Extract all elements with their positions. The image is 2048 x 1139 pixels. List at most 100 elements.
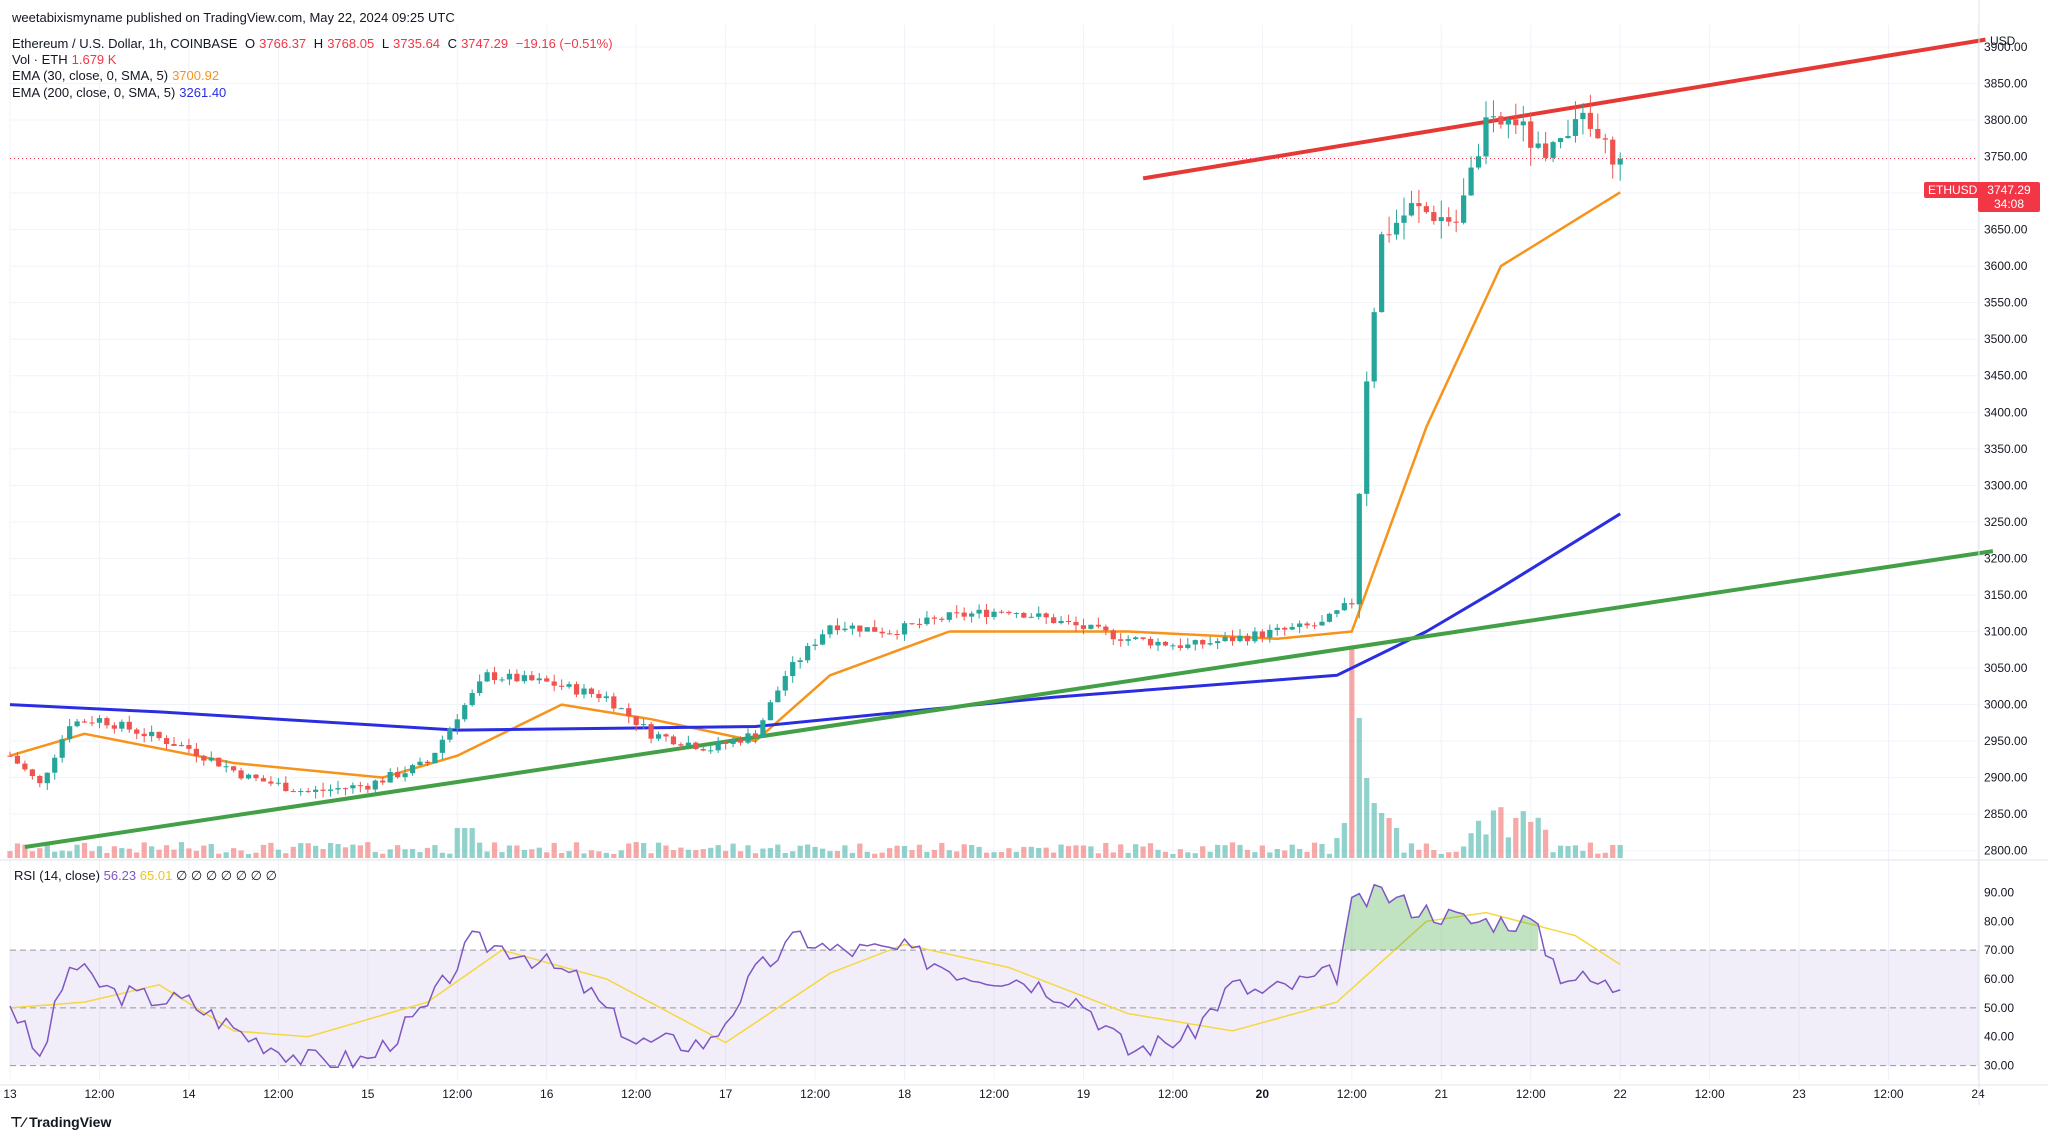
volume-bar (626, 843, 632, 858)
time-tick: 12:00 (1874, 1087, 1904, 1101)
symbol-legend[interactable]: Ethereum / U.S. Dollar, 1h, COINBASE O 37… (12, 36, 617, 51)
volume-bar (723, 850, 729, 858)
candle-body (74, 721, 80, 727)
candle-body (342, 788, 349, 790)
volume-bar (1423, 843, 1429, 858)
candle-body (849, 625, 855, 629)
volume-bar (462, 828, 468, 858)
tradingview-brand[interactable]: ⊤⁄ TradingView (10, 1114, 111, 1131)
candle-body (514, 673, 520, 682)
volume-bar (693, 850, 699, 858)
candle-body (499, 679, 505, 681)
volume-bar (566, 851, 572, 858)
volume-legend[interactable]: Vol · ETH 1.679 K (12, 52, 120, 67)
volume-bar (827, 851, 833, 858)
time-tick: 18 (898, 1087, 912, 1101)
candle-body (395, 772, 401, 778)
volume-bar (745, 845, 751, 858)
candle-body (708, 750, 714, 752)
price-tick: 3400.00 (1984, 405, 2028, 419)
price-tick: 3650.00 (1984, 223, 2028, 237)
price-tick: 3100.00 (1984, 624, 2028, 638)
ema200-legend[interactable]: EMA (200, close, 0, SMA, 5) 3261.40 (12, 85, 230, 100)
candle-body (1498, 116, 1504, 125)
volume-label: Vol · ETH (12, 52, 68, 67)
candle-body (387, 772, 393, 783)
volume-bar (1543, 829, 1549, 858)
low-value: 3735.64 (393, 36, 441, 51)
candle-body (611, 696, 617, 709)
time-tick: 15 (361, 1087, 375, 1101)
volume-bar (991, 852, 997, 858)
volume-bar (178, 842, 185, 858)
volume-bar (596, 851, 602, 858)
volume-bar (939, 842, 945, 858)
candle-body (216, 757, 222, 767)
candle-body (424, 761, 431, 764)
volume-bar (223, 852, 229, 858)
volume-bar (1528, 821, 1534, 858)
candle-body (983, 609, 990, 617)
volume-bar (1386, 818, 1392, 858)
volume-bar (581, 853, 587, 858)
ema30-value: 3700.92 (172, 68, 220, 83)
time-tick: 12:00 (442, 1087, 472, 1101)
price-tick: 3850.00 (1984, 76, 2028, 90)
candle-body (365, 785, 371, 790)
candle-body (864, 627, 870, 632)
candle-body (67, 726, 73, 740)
candle-body (1401, 215, 1407, 223)
volume-bar (588, 850, 595, 858)
volume-bar (44, 842, 50, 858)
volume-bar (37, 848, 43, 858)
volume-bar (842, 845, 848, 858)
candle-body (1006, 611, 1012, 614)
candle-body (946, 612, 952, 620)
volume-bar (1468, 833, 1474, 858)
candle-body (1095, 624, 1101, 627)
candle-body (186, 745, 192, 749)
volume-bar (1170, 853, 1176, 858)
candle-body (7, 755, 13, 757)
candle-body (44, 772, 50, 784)
volume-bar (924, 851, 930, 858)
candle-body (193, 748, 199, 756)
candle-body (298, 791, 304, 793)
volume-bar (1110, 852, 1116, 858)
volume-bar (1125, 852, 1131, 858)
symbol-price-tag: ETHUSD (1924, 182, 1982, 198)
volume-bar (283, 853, 289, 858)
candle-body (1423, 206, 1429, 213)
volume-bar (1602, 852, 1608, 858)
candle-body (1140, 637, 1146, 639)
volume-bar (708, 847, 714, 858)
volume-bar (14, 843, 21, 858)
candle-body (1572, 119, 1579, 136)
volume-bar (104, 852, 110, 858)
rsi-extra: ∅ ∅ ∅ ∅ ∅ ∅ ∅ (175, 868, 277, 883)
candle-body (208, 757, 214, 761)
volume-bar (1028, 846, 1034, 858)
volume-bar (670, 850, 677, 858)
candle-body (1505, 119, 1511, 125)
volume-bar (909, 850, 915, 858)
rsi-legend[interactable]: RSI (14, close) 56.23 65.01 ∅ ∅ ∅ ∅ ∅ ∅ … (14, 868, 277, 884)
volume-bar (1520, 811, 1526, 858)
candle-body (290, 791, 296, 793)
volume-bar (685, 849, 691, 858)
candle-body (700, 749, 706, 751)
volume-bar (782, 852, 788, 858)
symbol-title: Ethereum / U.S. Dollar, 1h, COINBASE (12, 36, 238, 51)
volume-bar (1058, 844, 1064, 858)
ema30-legend[interactable]: EMA (30, close, 0, SMA, 5) 3700.92 (12, 68, 223, 83)
candle-body (551, 681, 557, 686)
candle-body (1475, 156, 1482, 168)
candle-body (1557, 138, 1564, 143)
last-price-tag: 3747.29 34:08 (1978, 182, 2040, 212)
volume-bar (96, 846, 103, 858)
volume-bar (790, 851, 796, 858)
currency-label[interactable]: USD (1990, 34, 2016, 48)
volume-bar (1013, 851, 1019, 858)
candle-body (1237, 635, 1243, 642)
